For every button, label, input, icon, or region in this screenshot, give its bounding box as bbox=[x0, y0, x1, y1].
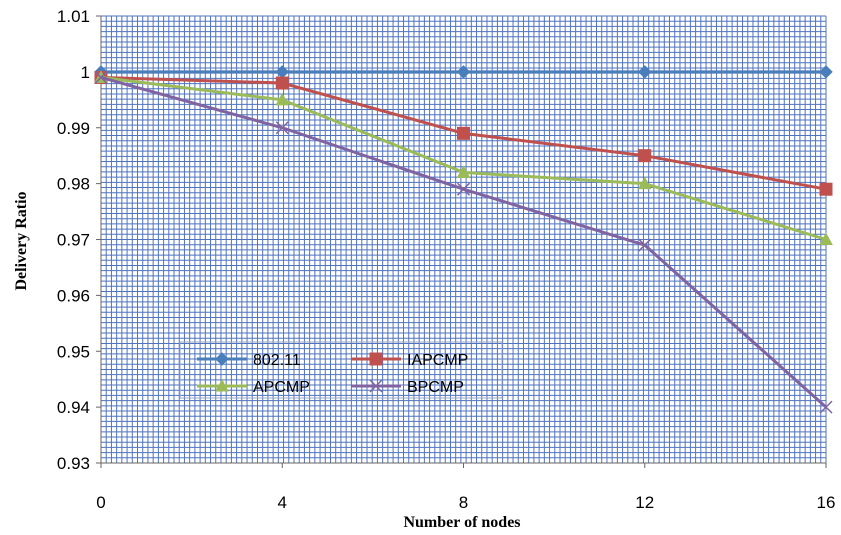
data-point bbox=[819, 182, 833, 196]
series-iapcmp bbox=[94, 70, 833, 196]
y-tick-label: 0.97 bbox=[57, 231, 90, 250]
series-group bbox=[94, 65, 833, 414]
data-point bbox=[456, 65, 471, 79]
data-point bbox=[638, 65, 652, 79]
data-point bbox=[456, 182, 471, 196]
legend-marker bbox=[369, 379, 383, 393]
x-axis-ticks: 0 4 8 12 16 bbox=[96, 463, 835, 512]
data-point bbox=[94, 70, 108, 84]
x-tick-label: 8 bbox=[459, 493, 468, 512]
grid bbox=[100, 15, 827, 464]
legend-item: BPCMP bbox=[351, 379, 464, 396]
legend-label: 802.11 bbox=[253, 352, 301, 369]
data-point bbox=[819, 232, 833, 245]
x-tick-label: 16 bbox=[817, 493, 836, 512]
legend-label: IAPCMP bbox=[407, 352, 468, 369]
data-point bbox=[457, 126, 470, 140]
y-tick-label: 0.99 bbox=[57, 119, 90, 138]
legend-marker bbox=[369, 352, 383, 366]
legend-label: BPCMP bbox=[407, 379, 464, 396]
legend-box bbox=[179, 341, 503, 399]
y-tick-label: 0.95 bbox=[57, 342, 90, 361]
legend-item: IAPCMP bbox=[351, 352, 468, 369]
legend-item: 802.11 bbox=[197, 352, 301, 369]
data-point bbox=[275, 92, 290, 106]
data-point bbox=[638, 238, 652, 252]
data-point bbox=[819, 65, 833, 79]
x-axis-title: Number of nodes bbox=[403, 514, 520, 531]
y-tick-label: 0.96 bbox=[57, 286, 90, 305]
legend: 802.11 IAPCMP APCMP BPCMP bbox=[179, 341, 503, 399]
y-tick-label: 0.98 bbox=[57, 175, 90, 194]
y-axis-title: Delivery Ratio bbox=[13, 191, 30, 290]
y-tick-label: 1.01 bbox=[57, 7, 90, 26]
legend-marker bbox=[215, 378, 229, 392]
x-tick-label: 0 bbox=[96, 493, 105, 512]
y-tick-label: 0.94 bbox=[57, 398, 90, 417]
y-tick-label: 1 bbox=[81, 63, 90, 82]
x-tick-label: 4 bbox=[278, 493, 287, 512]
legend-marker bbox=[215, 352, 229, 366]
data-point bbox=[819, 400, 833, 414]
series-802-11 bbox=[94, 65, 833, 79]
x-tick-label: 12 bbox=[635, 493, 654, 512]
legend-item: APCMP bbox=[197, 378, 310, 396]
legend-label: APCMP bbox=[253, 379, 310, 396]
data-point bbox=[637, 176, 652, 190]
data-point bbox=[456, 165, 471, 178]
series-bpcmp bbox=[94, 70, 833, 414]
data-point bbox=[275, 76, 289, 90]
y-tick-label: 0.93 bbox=[57, 454, 90, 473]
data-point bbox=[638, 149, 652, 163]
data-point bbox=[275, 121, 289, 135]
y-axis-ticks: 0.93 0.94 0.95 0.96 0.97 0.98 0.99 1 1.01 bbox=[57, 7, 101, 473]
